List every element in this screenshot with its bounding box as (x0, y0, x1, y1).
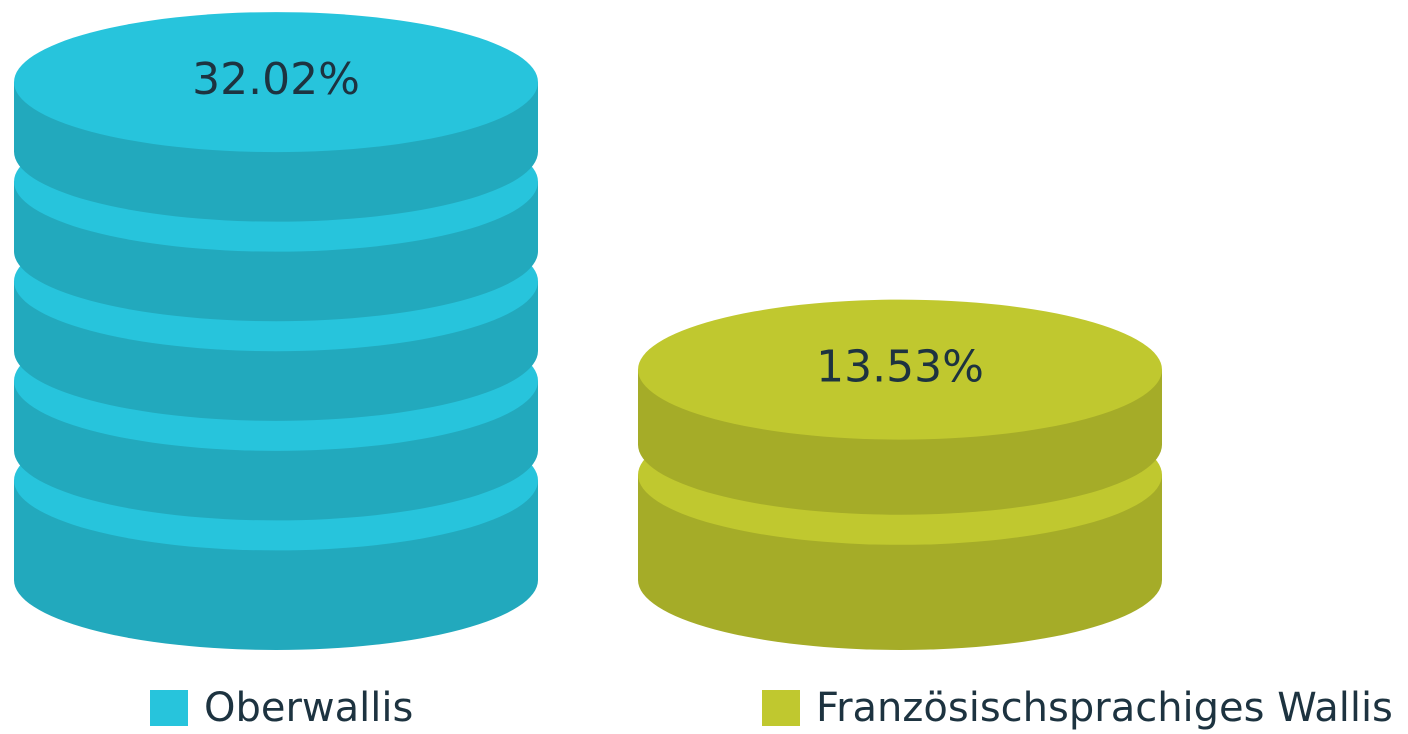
legend-swatch (150, 690, 188, 726)
value-label: 13.53% (816, 342, 984, 393)
coin-top (14, 12, 538, 153)
legend-swatch (762, 690, 800, 726)
coin-stack (638, 299, 1162, 650)
coin-stack (14, 12, 538, 650)
coin-top (638, 299, 1162, 440)
value-label: 32.02% (192, 54, 360, 105)
legend-label: Oberwallis (204, 685, 413, 731)
legend-label: Französischsprachiges Wallis (816, 685, 1393, 731)
